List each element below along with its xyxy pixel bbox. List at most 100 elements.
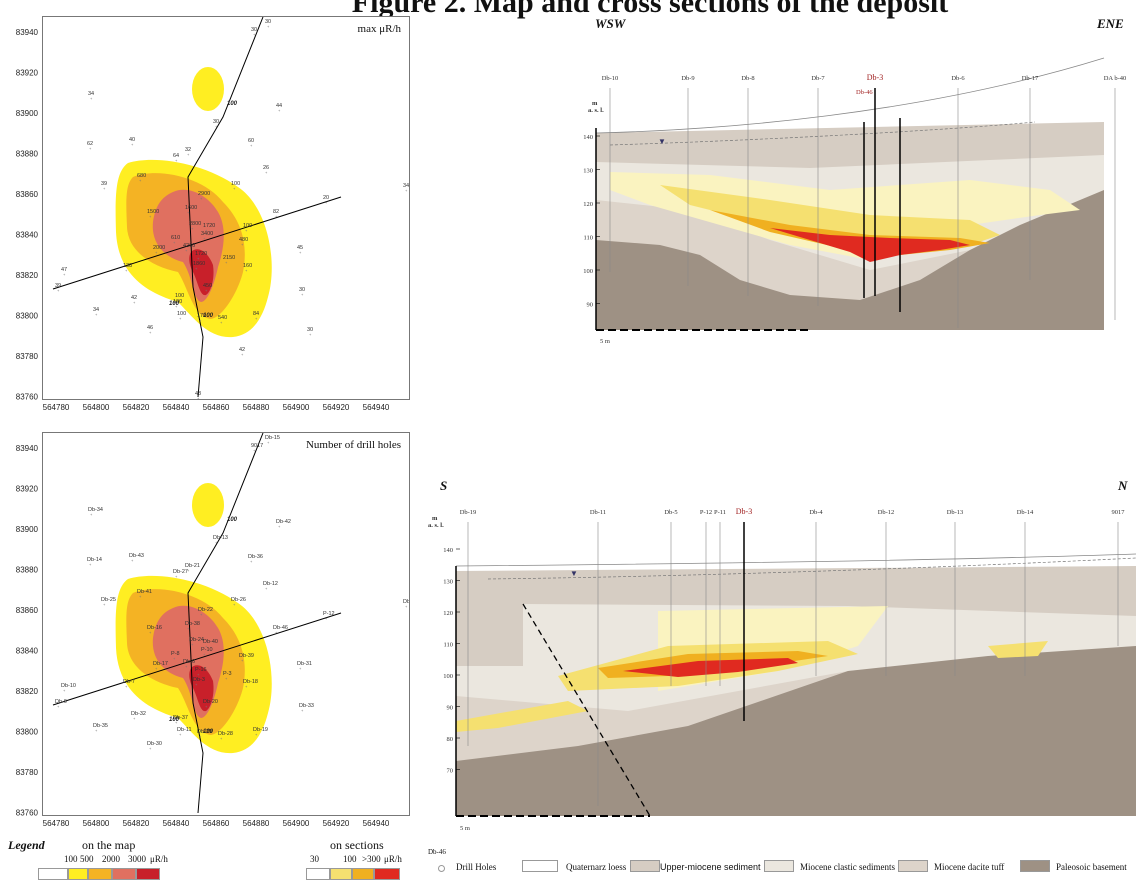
map-bottom-drillhole: Db-41 (137, 589, 152, 595)
map-top-value-marker: + (125, 268, 128, 273)
map-top-value-marker: + (185, 248, 188, 253)
map-top-value: 62 (87, 141, 93, 147)
section-bottom-drillhole: Db-13 (947, 509, 964, 516)
map-bottom-drillhole: Db-19 (253, 727, 268, 733)
map-top-y-tick: 83880 (16, 150, 39, 159)
map-bottom-drillhole-marker: + (203, 652, 206, 657)
map-top-value: 450 (203, 283, 212, 289)
map-top-y-tick: 83920 (16, 69, 39, 78)
map-top-value-marker: + (155, 250, 158, 255)
legend-swatch-tuff (898, 860, 928, 872)
map-top-x-tick: 564860 (203, 403, 230, 412)
legend-map-caption: on the map (82, 838, 136, 852)
map-bottom-drillhole-marker: + (149, 746, 152, 751)
map-bottom-drillhole-marker: + (95, 728, 98, 733)
section-bottom-drillhole: Db-12 (878, 509, 895, 516)
contour-label: 100 (203, 729, 214, 735)
section-top-y-tick: 110 (583, 235, 593, 242)
water-table (609, 121, 1036, 146)
map-bottom-drillhole-marker: + (199, 734, 202, 739)
legend-map-unit: μR/h (150, 854, 168, 864)
map-bottom-drillhole: P-12 (323, 611, 335, 617)
legend-item-drill-holes: Drill Holes (456, 862, 497, 872)
map-bottom-drillhole: Db-10 (61, 683, 76, 689)
map-top-value: 34 (403, 183, 409, 189)
anomaly-300b (623, 658, 798, 677)
map-top-value-marker: + (225, 260, 228, 265)
map-drill-holes: Number of drill holes Db-15 +9017 + Db-34 + D… (42, 432, 410, 816)
section-bottom-drillhole: Db-4 (809, 509, 823, 516)
map-top-value: 610 (171, 235, 180, 241)
map-bottom-drillhole-marker: + (220, 736, 223, 741)
map-top-value: 540 (218, 315, 227, 321)
map-top-value-marker: + (175, 158, 178, 163)
map-bottom-drillhole: Db-35 (93, 723, 108, 729)
map-top-value: 30 (307, 327, 313, 333)
map-bottom-drillhole: Db-43 (129, 553, 144, 559)
map-top-value: 42 (131, 295, 137, 301)
anomaly-100 (660, 185, 1000, 250)
contour-label: 100 (203, 313, 214, 319)
map-bottom-drillhole: Db-38 (185, 621, 200, 627)
layer-basement (596, 190, 1104, 330)
section-top-y-tick: 100 (583, 268, 593, 275)
map-top-value-marker: + (301, 292, 304, 297)
map-top-value: 1720 (195, 251, 207, 257)
map-bottom-y-tick: 83780 (16, 768, 39, 777)
map-bottom-drillhole-marker: + (195, 682, 198, 687)
legend-map-v3: 2000 (102, 854, 120, 864)
legend-section-caption: on sections (330, 838, 384, 852)
section-top-drillhole: Db-8 (741, 75, 754, 82)
section-bottom-scale: 5 m (460, 825, 470, 832)
map-bottom-drillhole-marker: + (133, 716, 136, 721)
map-bottom-drillhole: Db-26 (231, 597, 246, 603)
section-top-drillhole: Db-10 (602, 75, 619, 82)
ground-surface (595, 57, 1105, 134)
section-bottom-drillhole: P-12 (700, 509, 712, 516)
map-top-value: 30 (299, 287, 305, 293)
section-bottom-y-tick: 80 (447, 736, 454, 743)
section-bottom-drillhole: Db-11 (590, 509, 606, 516)
map-bottom-drillhole: Db-37 (173, 715, 188, 721)
map-top-value-marker: + (309, 332, 312, 337)
section-bottom-y-tick: 130 (443, 579, 453, 586)
map-top-value-marker: + (90, 96, 93, 101)
map-bottom-drillhole: Db-6 (183, 659, 195, 665)
map-bottom-drillhole: Db-33 (299, 703, 314, 709)
legend-map-swatch-1 (38, 868, 68, 880)
section-top-drillhole: Db-7 (811, 75, 825, 82)
map-bottom-drillhole-marker: + (125, 684, 128, 689)
legend-item-loess: Quaternarz loess (566, 862, 627, 872)
map-bottom-drillhole-marker: + (255, 732, 258, 737)
map-top-value-marker: + (57, 288, 60, 293)
map-top-y-tick: 83800 (16, 312, 39, 321)
section-top-highlight: Db-46 (856, 89, 873, 96)
map-top-value-marker: + (205, 228, 208, 233)
map-top-y-tick: 83760 (16, 393, 39, 402)
water-table-icon: ▼ (570, 569, 578, 578)
map-top-value: 2000 (153, 245, 165, 251)
map-top-value-marker: + (233, 186, 236, 191)
map-top-value-marker: + (175, 304, 178, 309)
section-top-unit-asl: a. s. l. (588, 107, 604, 114)
map-top-value: 100 (175, 293, 184, 299)
map-top-value: 2800 (189, 221, 201, 227)
legend-section-v3: >300 (362, 854, 381, 864)
legend-section-v1: 30 (310, 854, 319, 864)
map-bottom-drillhole: Db-8 (403, 599, 409, 605)
section-bottom-drillhole: P-11 (714, 509, 726, 516)
map-top-value: 84 (253, 311, 259, 317)
section-top-drillhole: Db-17 (1022, 75, 1039, 82)
map-bottom-drillhole: P-16 (195, 667, 207, 673)
map-top-value-marker: + (139, 178, 142, 183)
map-bottom-drillhole-marker: + (187, 568, 190, 573)
section-bottom-left-dir: S (440, 478, 448, 493)
map-bottom-drillhole-marker: + (139, 594, 142, 599)
map-top-value: 3400 (201, 231, 213, 237)
map-bottom-drillhole-marker: + (265, 586, 268, 591)
section-top-y-tick: 130 (583, 168, 593, 175)
map-top-value: 680 (137, 173, 146, 179)
map-bottom-drillhole-marker: + (205, 704, 208, 709)
map-top-value-marker: + (253, 32, 256, 37)
anomaly-100-right (988, 641, 1048, 658)
